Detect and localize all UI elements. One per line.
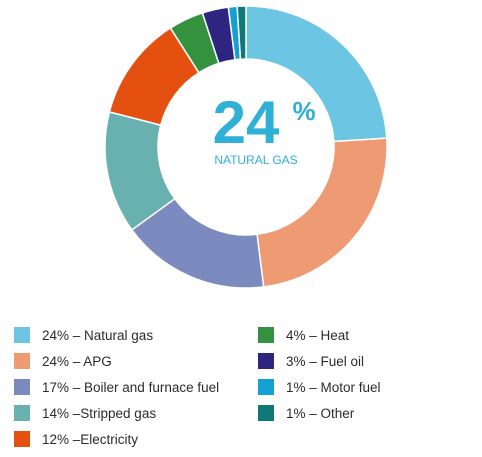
legend-item: 12% –Electricity xyxy=(14,426,219,452)
legend-column-left: 24% – Natural gas 24% – APG 17% – Boiler a… xyxy=(14,322,219,452)
legend-swatch xyxy=(258,405,274,421)
legend-item: 4% – Heat xyxy=(258,322,381,348)
legend-item: 3% – Fuel oil xyxy=(258,348,381,374)
legend: 24% – Natural gas 24% – APG 17% – Boiler a… xyxy=(14,322,474,452)
legend-item: 14% –Stripped gas xyxy=(14,400,219,426)
legend-swatch xyxy=(14,379,30,395)
donut-slices xyxy=(104,5,388,289)
legend-label: 1% – Other xyxy=(286,405,355,421)
donut-chart: 24 % NATURAL GAS xyxy=(104,5,388,289)
legend-swatch xyxy=(258,379,274,395)
legend-item: 24% – Natural gas xyxy=(14,322,219,348)
donut-slice-1 xyxy=(256,137,388,288)
legend-item: 1% – Motor fuel xyxy=(258,374,381,400)
legend-label: 24% – APG xyxy=(42,353,112,369)
legend-label: 4% – Heat xyxy=(286,327,350,343)
legend-swatch xyxy=(14,431,30,447)
donut-slice-0 xyxy=(245,5,388,143)
donut-slice-8 xyxy=(236,5,247,60)
legend-label: 24% – Natural gas xyxy=(42,327,154,343)
legend-swatch xyxy=(258,327,274,343)
legend-label: 1% – Motor fuel xyxy=(286,379,381,395)
center-unit: % xyxy=(292,96,315,126)
legend-label: 14% –Stripped gas xyxy=(42,405,157,421)
legend-label: 3% – Fuel oil xyxy=(286,353,365,369)
donut-center: 24 % NATURAL GAS xyxy=(213,89,316,167)
legend-item: 17% – Boiler and furnace fuel xyxy=(14,374,219,400)
legend-swatch xyxy=(14,353,30,369)
legend-swatch xyxy=(14,327,30,343)
center-label: NATURAL GAS xyxy=(214,153,297,167)
legend-label: 17% – Boiler and furnace fuel xyxy=(42,379,220,395)
legend-item: 24% – APG xyxy=(14,348,219,374)
legend-label: 12% –Electricity xyxy=(42,431,139,447)
center-value: 24 xyxy=(213,89,280,156)
legend-swatch xyxy=(14,405,30,421)
legend-item: 1% – Other xyxy=(258,400,381,426)
legend-swatch xyxy=(258,353,274,369)
legend-column-right: 4% – Heat 3% – Fuel oil 1% – Motor fuel 1% … xyxy=(258,322,381,426)
